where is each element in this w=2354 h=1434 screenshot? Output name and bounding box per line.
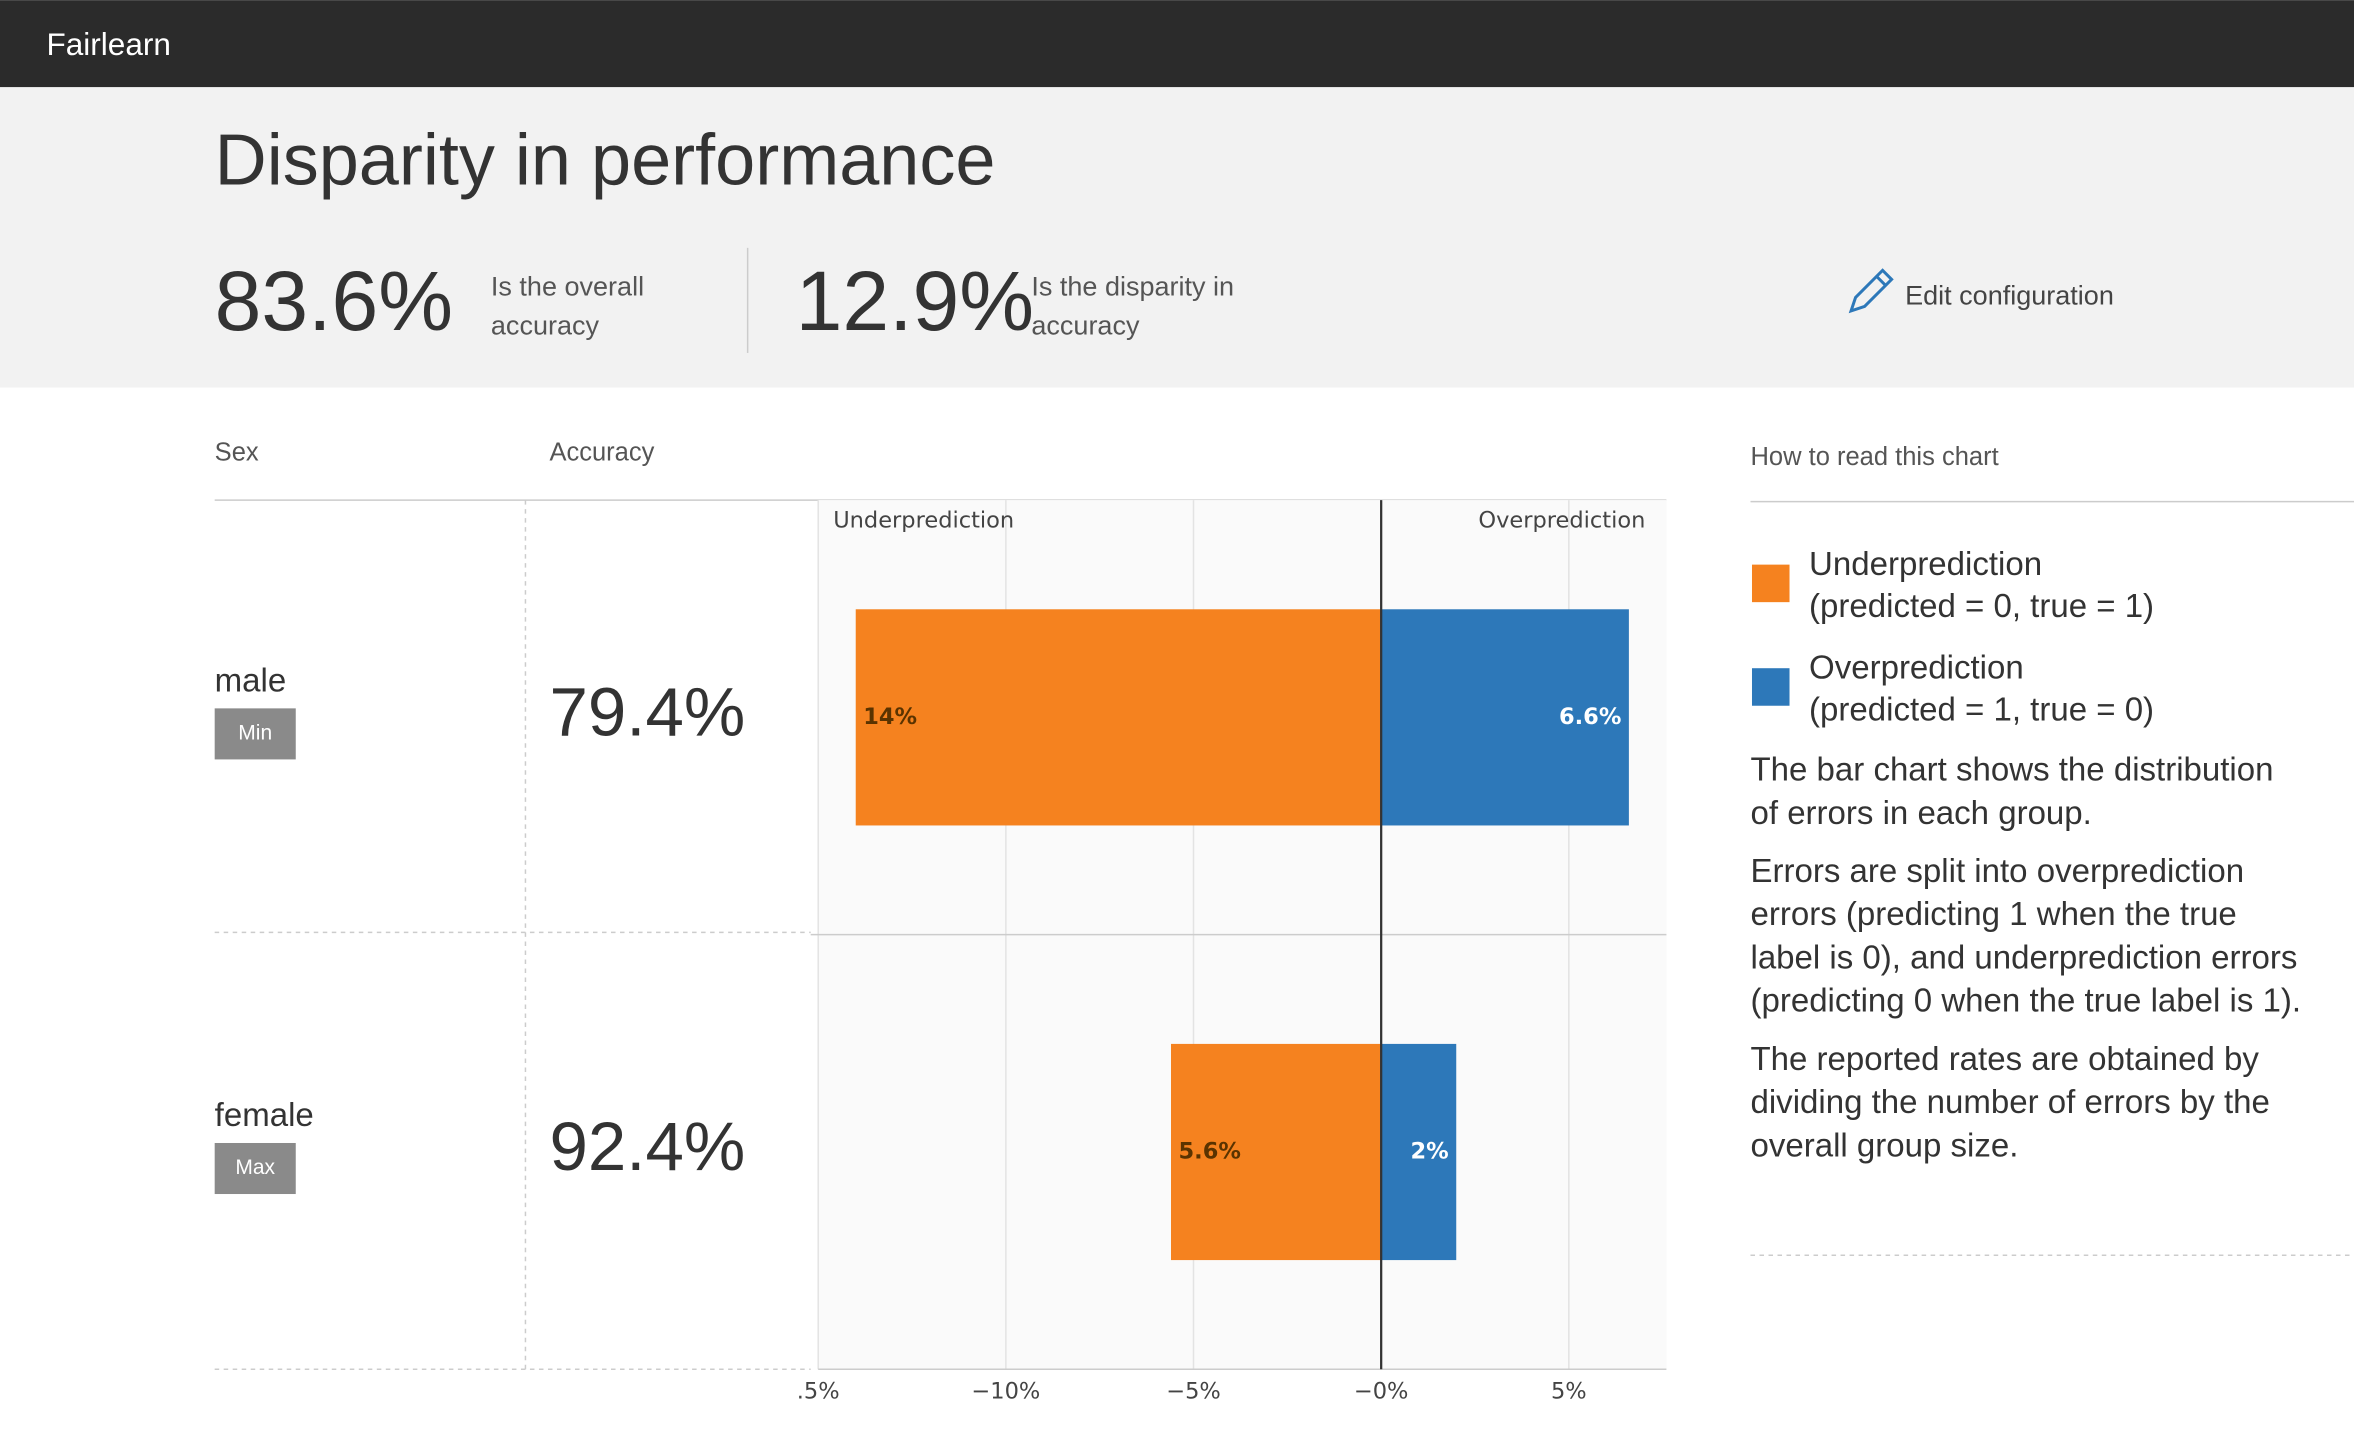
legend-swatch (1751, 564, 1790, 603)
bar (855, 609, 1382, 826)
legend-label: Underprediction (1809, 545, 2042, 582)
legend-swatch (1751, 668, 1790, 706)
metric-value: 12.9% (796, 254, 1034, 348)
help-text: overall group size. (1750, 1126, 2018, 1163)
data-label: 5.6% (1179, 1138, 1241, 1164)
legend-label: Overprediction (1809, 648, 2024, 685)
x-tick-label: −5% (1166, 1378, 1221, 1404)
series-label: Overprediction (1478, 508, 1645, 534)
group-accuracy: 79.4% (549, 673, 745, 751)
help-text: label is 0), and underprediction errors (1750, 938, 2297, 975)
column-header: Sex (215, 438, 259, 466)
app-name: Fairlearn (47, 26, 171, 62)
metric-value: 83.6% (215, 254, 453, 348)
column-header: Accuracy (549, 438, 654, 466)
x-tick-label: −10% (971, 1378, 1040, 1404)
metric-description: Is the overall (491, 272, 644, 302)
edit-label[interactable]: Edit configuration (1905, 281, 2114, 311)
help-title: How to read this chart (1750, 443, 1998, 471)
help-text: The bar chart shows the distribution (1750, 751, 2273, 788)
help-text: Errors are split into overprediction (1750, 852, 2244, 889)
badge (214, 1142, 296, 1195)
help-text: dividing the number of errors by the (1750, 1083, 2269, 1120)
data-label: 6.6% (1559, 704, 1621, 730)
badge-label: Max (235, 1156, 275, 1179)
data-label: 2% (1411, 1138, 1449, 1164)
metric-description: accuracy (1031, 311, 1140, 341)
badge-label: Min (238, 721, 272, 744)
badge (214, 708, 296, 760)
page-title: Disparity in performance (215, 120, 996, 200)
help-text: The reported rates are obtained by (1750, 1040, 2259, 1077)
series-label: Underprediction (833, 508, 1014, 534)
help-text: (predicting 0 when the true label is 1). (1750, 982, 2301, 1019)
x-tick-label: 5% (1551, 1378, 1587, 1404)
bar (1381, 609, 1629, 826)
legend-detail: (predicted = 0, true = 1) (1809, 587, 2154, 624)
bar (1170, 1043, 1382, 1261)
metric-description: accuracy (491, 311, 600, 341)
help-text: errors (predicting 1 when the true (1750, 895, 2236, 932)
x-tick-label: .5% (797, 1378, 840, 1404)
legend-detail: (predicted = 1, true = 0) (1809, 690, 2154, 727)
bar (1381, 1043, 1457, 1261)
summary-band (0, 87, 2354, 388)
pencil-icon[interactable] (1848, 268, 1894, 314)
group-name: female (215, 1096, 314, 1133)
help-text: of errors in each group. (1750, 794, 2091, 831)
edit-button[interactable]: Edit configuration (1848, 268, 2114, 314)
data-label: 14% (863, 704, 917, 730)
group-accuracy: 92.4% (549, 1107, 745, 1185)
group-name: male (215, 662, 287, 699)
top-bar (0, 0, 2354, 88)
metric-description: Is the disparity in (1031, 272, 1234, 302)
x-tick-label: −0% (1354, 1378, 1409, 1404)
